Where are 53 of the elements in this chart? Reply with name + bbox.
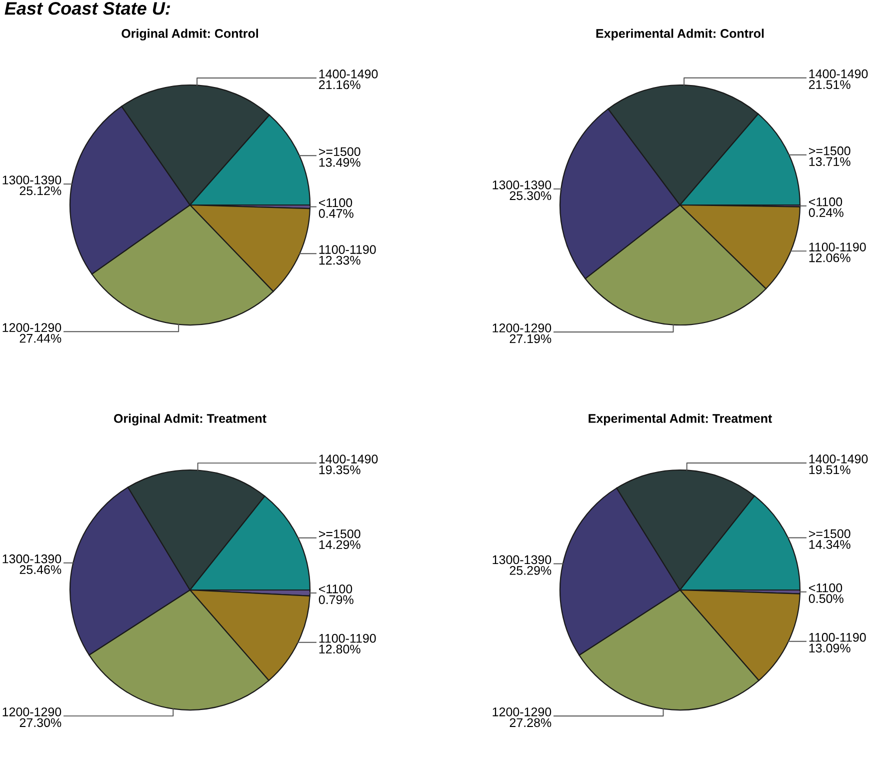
slice-label: 1300-1390 xyxy=(2,554,62,564)
data-label: 0.47% xyxy=(318,209,354,218)
data-label: 13.71% xyxy=(809,157,850,166)
slice-label: 1100-1190 xyxy=(319,634,376,643)
slice-label: >=1500 xyxy=(319,529,360,538)
slice-label: <1100 xyxy=(809,583,842,592)
data-label: 21.16% xyxy=(319,80,360,90)
slice-label: 1100-1190 xyxy=(809,242,866,252)
chart-title: Original Admit: Treatment xyxy=(114,414,266,426)
chart-title: Experimental Admit: Treatment xyxy=(588,414,772,426)
slice-label: >=1500 xyxy=(319,147,360,156)
chart-title: Experimental Admit: Control xyxy=(596,28,764,40)
slice-label: >=1500 xyxy=(809,146,850,156)
text: East Coast State U: xyxy=(4,2,170,15)
slice-label: >=1500 xyxy=(809,529,850,538)
data-label: 21.51% xyxy=(809,80,850,89)
slice-label: 1200-1290 xyxy=(492,324,552,332)
slice-label: 1200-1290 xyxy=(2,707,62,716)
slice-label: 1300-1390 xyxy=(492,555,552,564)
slice-label: 1400-1490 xyxy=(809,69,868,78)
data-label: 27.44% xyxy=(20,334,62,343)
slice-label: 1100-1190 xyxy=(319,245,376,254)
data-label: 27.28% xyxy=(510,718,552,728)
slice-label: 1100-1190 xyxy=(809,632,866,642)
slice-label: <1100 xyxy=(319,584,352,594)
slice-label: 1300-1390 xyxy=(2,176,62,184)
data-label: 0.50% xyxy=(808,594,844,604)
data-label: 25.30% xyxy=(510,191,552,200)
slice-label: 1200-1290 xyxy=(2,323,62,332)
data-label: 13.09% xyxy=(809,644,850,653)
slice-label: 1400-1490 xyxy=(319,70,378,78)
data-label: 14.34% xyxy=(809,540,850,549)
slice-label: <1100 xyxy=(319,198,352,208)
data-label: 27.30% xyxy=(20,718,62,728)
data-label: 19.51% xyxy=(809,465,850,474)
chart-title: Original Admit: Control xyxy=(122,28,258,40)
data-label: 14.29% xyxy=(319,540,360,550)
slice-label: 1300-1390 xyxy=(492,180,552,190)
data-label: 13.49% xyxy=(319,158,360,167)
data-label: 27.19% xyxy=(510,334,552,344)
slice-label: 1400-1490 xyxy=(319,454,378,464)
data-label: 25.12% xyxy=(20,186,62,196)
slice-label: 1400-1490 xyxy=(809,454,868,464)
data-label: 12.33% xyxy=(319,256,360,265)
data-label: 19.35% xyxy=(319,465,360,474)
data-label: 25.46% xyxy=(20,565,62,574)
data-label: 12.80% xyxy=(319,644,360,654)
slice-label: 1200-1290 xyxy=(492,707,552,716)
data-label: 0.24% xyxy=(808,208,844,218)
data-label: 25.29% xyxy=(510,566,552,575)
data-label: 0.79% xyxy=(318,595,354,604)
slice-label: <1100 xyxy=(809,197,842,206)
data-label: 12.06% xyxy=(809,253,850,262)
